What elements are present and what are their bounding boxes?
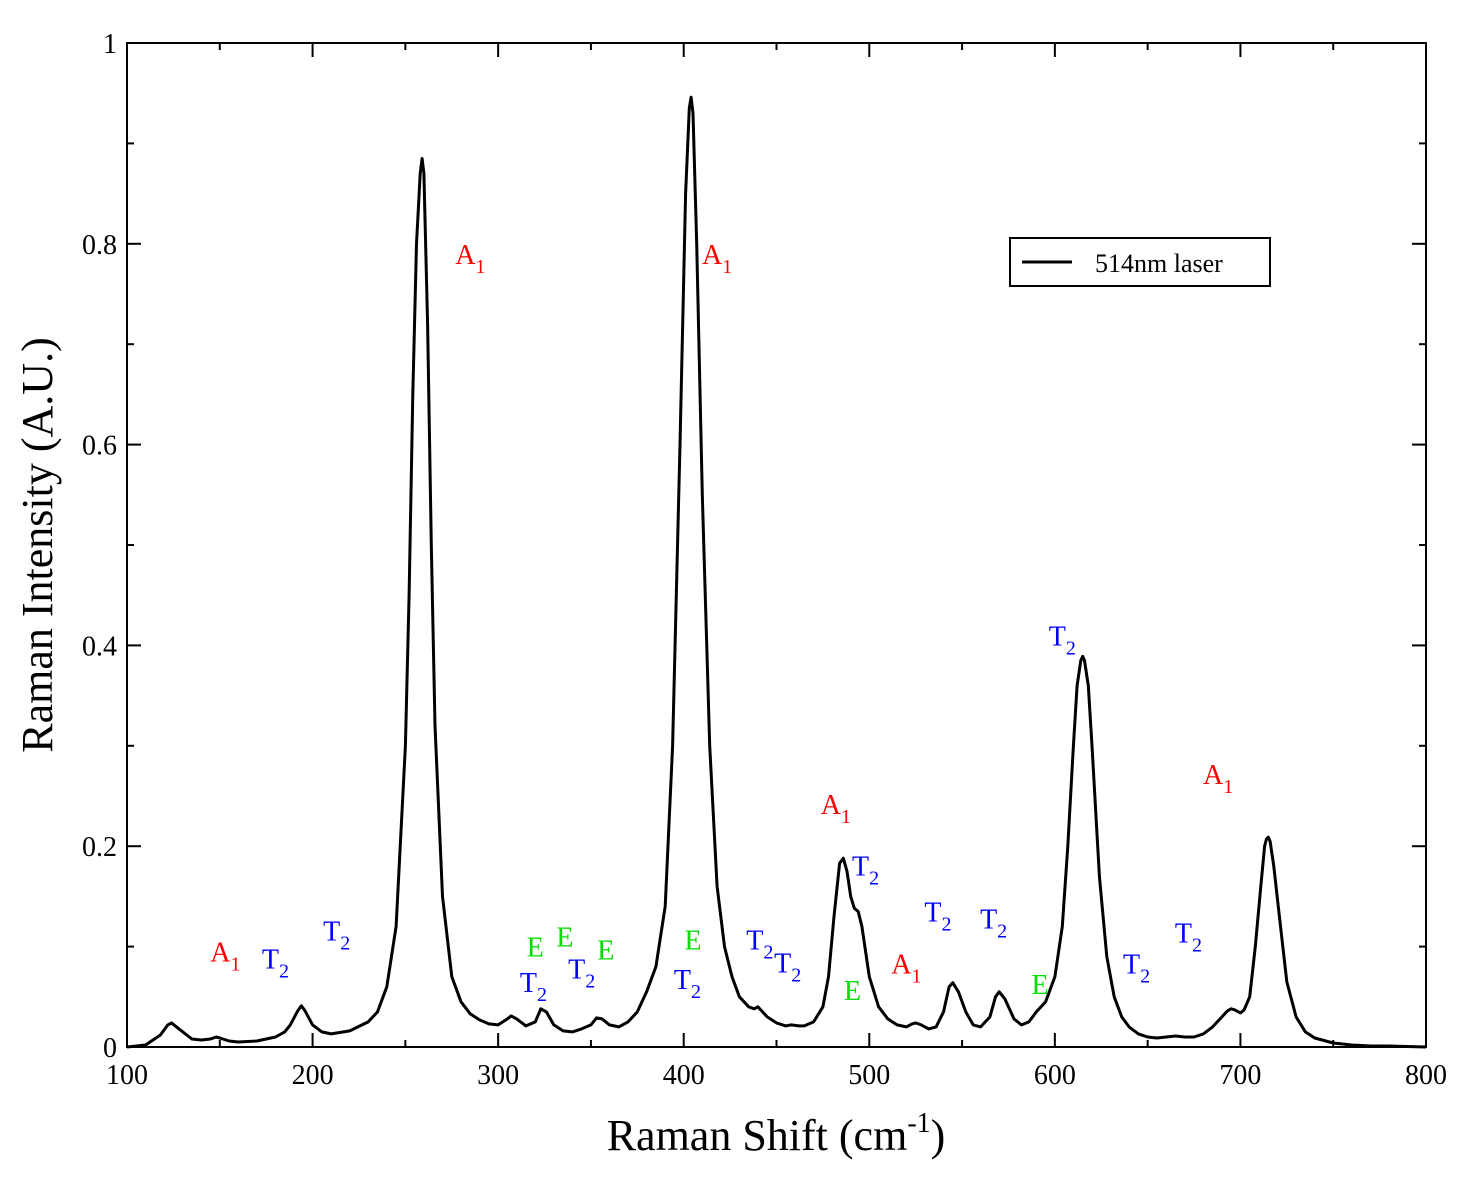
- annotation-symbol: A: [455, 240, 476, 271]
- annotation-symbol: E: [597, 936, 614, 967]
- x-axis-ticks: 100 200 300 400 500 600 700 800: [106, 43, 1447, 1091]
- y-tick-label: 0: [103, 1033, 117, 1064]
- annotation-subscript: 2: [869, 867, 879, 889]
- annotation-symbol: T: [520, 968, 537, 999]
- annotation-subscript: 2: [340, 933, 350, 955]
- annotation-symbol: E: [556, 923, 573, 954]
- annotation-subscript: 2: [942, 914, 952, 936]
- annotation-symbol: T: [980, 905, 997, 936]
- plot-frame: [126, 42, 1427, 1048]
- peak-annotation: A1: [210, 938, 240, 976]
- peak-annotation: E: [844, 976, 861, 1007]
- peak-annotation: E: [597, 936, 614, 967]
- legend-label: 514nm laser: [1095, 249, 1223, 278]
- annotation-symbol: T: [323, 917, 340, 948]
- annotation-subscript: 2: [585, 971, 595, 993]
- annotation-symbol: E: [684, 926, 701, 957]
- x-tick-label: 100: [106, 1060, 148, 1091]
- annotation-symbol: T: [1175, 919, 1192, 950]
- peak-annotation: E: [1031, 970, 1048, 1001]
- annotation-subscript: 1: [475, 256, 485, 278]
- legend: 514nm laser: [1009, 237, 1271, 287]
- peak-annotation: A1: [455, 240, 485, 278]
- annotation-subscript: 1: [230, 954, 240, 976]
- x-tick-label: 400: [663, 1060, 705, 1091]
- annotation-subscript: 1: [912, 966, 922, 988]
- peak-annotation: T2: [1175, 919, 1202, 957]
- annotation-symbol: T: [924, 898, 941, 929]
- annotation-symbol: T: [1049, 621, 1066, 652]
- annotation-symbol: A: [1203, 760, 1224, 791]
- annotation-symbol: T: [774, 949, 791, 980]
- annotation-subscript: 2: [997, 921, 1007, 943]
- peak-annotation: E: [556, 923, 573, 954]
- peak-annotation: A1: [1203, 760, 1233, 798]
- annotation-symbol: T: [262, 945, 279, 976]
- annotation-subscript: 2: [763, 942, 773, 964]
- annotation-subscript: 2: [1192, 935, 1202, 957]
- annotation-symbol: T: [852, 851, 869, 882]
- peak-annotation: A1: [702, 240, 732, 278]
- annotation-subscript: 2: [791, 965, 801, 987]
- peak-annotation: T2: [852, 851, 879, 889]
- peak-annotation: T2: [674, 965, 701, 1003]
- y-tick-label: 0.6: [82, 431, 117, 462]
- annotation-symbol: T: [746, 926, 763, 957]
- peak-annotation: A1: [821, 790, 851, 828]
- annotation-subscript: 2: [537, 984, 547, 1006]
- annotation-subscript: 1: [1223, 776, 1233, 798]
- x-axis-title-sup: -1: [907, 1108, 930, 1139]
- annotation-symbol: A: [821, 790, 842, 821]
- series-line-514nm-laser: [126, 95, 1427, 1049]
- peak-annotation: A1: [891, 950, 921, 988]
- peak-annotation: T2: [924, 898, 951, 936]
- peak-annotation: T2: [1049, 621, 1076, 659]
- peak-annotation: T2: [746, 926, 773, 964]
- peak-annotation: T2: [568, 955, 595, 993]
- y-tick-label: 1: [103, 29, 117, 60]
- peak-annotation: T2: [520, 968, 547, 1006]
- annotation-symbol: E: [844, 976, 861, 1007]
- annotation-symbol: T: [568, 955, 585, 986]
- peak-annotation: T2: [323, 917, 350, 955]
- x-tick-label: 600: [1034, 1060, 1076, 1091]
- annotation-symbol: T: [674, 965, 691, 996]
- y-axis-title: Raman Intensity (A.U.): [13, 337, 62, 752]
- annotation-symbol: T: [1123, 950, 1140, 981]
- y-tick-label: 0.2: [82, 832, 117, 863]
- x-tick-label: 500: [848, 1060, 890, 1091]
- x-tick-label: 800: [1405, 1060, 1447, 1091]
- peak-annotation: E: [527, 933, 544, 964]
- x-axis-title-close: ): [931, 1111, 946, 1160]
- annotation-symbol: A: [702, 240, 723, 271]
- annotation-symbol: E: [1031, 970, 1048, 1001]
- peak-annotation: T2: [1123, 950, 1150, 988]
- x-tick-label: 300: [477, 1060, 519, 1091]
- annotation-subscript: 2: [1066, 637, 1076, 659]
- peak-annotation: T2: [262, 945, 289, 983]
- annotation-symbol: A: [210, 938, 231, 969]
- annotation-subscript: 1: [841, 806, 851, 828]
- x-axis-title-main: Raman Shift (cm: [607, 1111, 908, 1160]
- y-axis-ticks: 0 0.2 0.4 0.6 0.8 1: [82, 29, 1426, 1064]
- y-tick-label: 0.4: [82, 631, 117, 662]
- y-tick-label: 0.8: [82, 230, 117, 261]
- annotation-symbol: A: [891, 950, 912, 981]
- x-tick-label: 200: [292, 1060, 334, 1091]
- annotation-subscript: 2: [1140, 966, 1150, 988]
- annotation-symbol: E: [527, 933, 544, 964]
- peak-annotation: E: [684, 926, 701, 957]
- annotation-subscript: 2: [279, 961, 289, 983]
- peak-annotation: T2: [774, 949, 801, 987]
- x-tick-label: 700: [1219, 1060, 1261, 1091]
- annotation-subscript: 2: [691, 981, 701, 1003]
- peak-annotation: T2: [980, 905, 1007, 943]
- x-axis-title: Raman Shift (cm-1): [607, 1108, 946, 1160]
- annotation-subscript: 1: [722, 256, 732, 278]
